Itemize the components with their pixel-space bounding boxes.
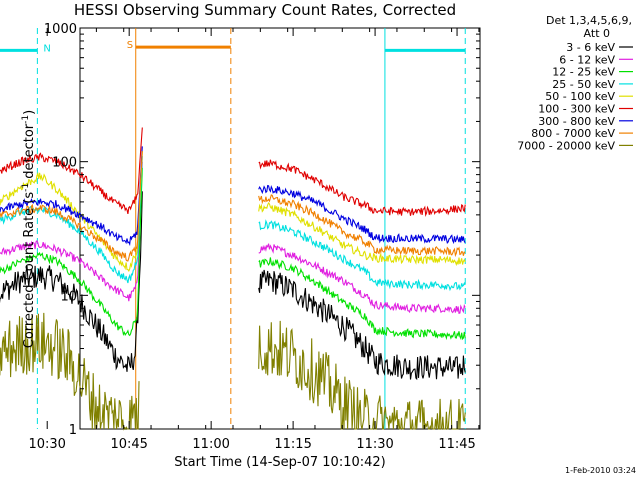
legend-label-800-7000-kev: 800 - 7000 keV [531, 127, 615, 140]
y-tick-label: 10 [60, 289, 77, 304]
series-line-3-6-kev [258, 269, 466, 381]
plot-frame [79, 27, 481, 430]
x-tick-label: 10:45 [110, 437, 147, 452]
y-axis-label: Corrected Count Rate (s-1 detector-1) [21, 110, 37, 348]
y-axis-label-end: ) [22, 110, 37, 115]
legend-label-12-25-kev: 12 - 25 keV [552, 66, 615, 79]
y-axis-label-mid: detector [22, 123, 37, 183]
series-line-7000-20000-kev [258, 320, 466, 430]
y-tick-label: 1 [69, 423, 77, 438]
x-tick-label: 11:30 [356, 437, 393, 452]
series-line-300-800-kev [0, 146, 143, 247]
y-axis-label-sup2: -1 [21, 115, 31, 124]
y-axis: 1 10 100 1000 [44, 22, 480, 438]
legend-label-25-50-kev: 25 - 50 keV [552, 78, 615, 91]
series-line-6-12-kev [0, 161, 143, 302]
series-line-100-300-kev [0, 127, 143, 215]
legend-header-line1: Det 1,3,4,5,6,9, [546, 14, 632, 27]
chart-title: HESSI Observing Summary Count Rates, Cor… [74, 1, 456, 19]
x-tick-label: 10:30 [28, 437, 65, 452]
marker-label-n: N [43, 43, 50, 54]
y-tick-label: 1000 [44, 22, 77, 37]
series-line-7000-20000-kev [0, 312, 140, 431]
x-axis-label: Start Time (14-Sep-07 10:10:42) [174, 455, 385, 470]
series-line-25-50-kev [0, 156, 143, 284]
legend-label-6-12-kev: 6 - 12 keV [559, 53, 615, 66]
count-rate-series [0, 127, 466, 431]
series-line-50-100-kev [258, 201, 466, 267]
series-line-800-7000-kev [258, 194, 466, 258]
series-line-12-25-kev [0, 167, 143, 337]
legend-label-3-6-kev: 3 - 6 keV [566, 41, 615, 54]
series-line-6-12-kev [258, 243, 466, 314]
marker-label-s: S [127, 40, 133, 51]
x-tick-label: 11:15 [274, 437, 311, 452]
legend-label-50-100-kev: 50 - 100 keV [545, 90, 615, 103]
series-line-300-800-kev [258, 184, 466, 245]
legend-header-line2: Att 0 [584, 27, 610, 40]
series-line-100-300-kev [258, 159, 466, 218]
series-line-800-7000-kev [0, 151, 143, 262]
x-tick-label: 11:00 [192, 437, 229, 452]
legend-label-7000-20000-kev: 7000 - 20000 keV [517, 139, 615, 152]
series-line-25-50-kev [258, 219, 466, 292]
legend-label-100-300-kev: 100 - 300 keV [538, 103, 615, 116]
legend-label-300-800-kev: 300 - 800 keV [538, 115, 615, 128]
timestamp: 1-Feb-2010 03:24 [565, 466, 636, 475]
series-line-3-6-kev [0, 191, 143, 372]
x-tick-label: 11:45 [438, 437, 475, 452]
y-tick-label: 100 [52, 156, 77, 171]
series-line-12-25-kev [258, 257, 466, 341]
observing-bars [0, 45, 466, 52]
y-axis-label-main: Corrected Count Rate (s [22, 192, 37, 349]
y-axis-label-sup1: -1 [21, 183, 31, 192]
